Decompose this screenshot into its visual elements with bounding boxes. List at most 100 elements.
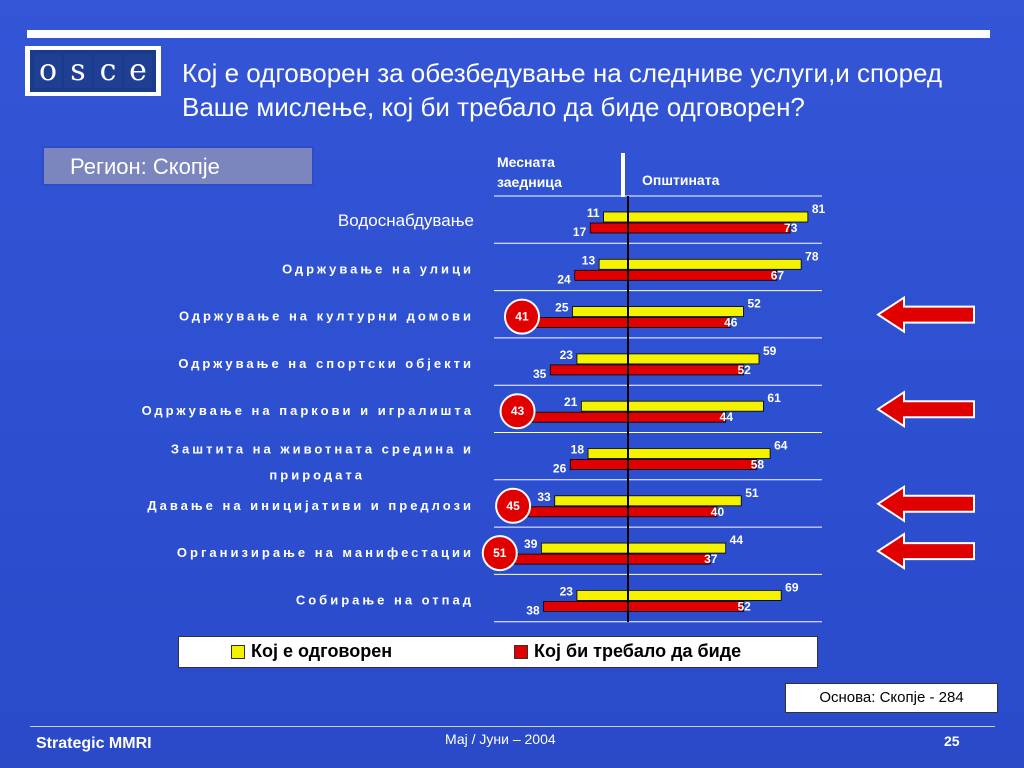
bar-local-responsible [598,258,629,270]
value-label-municipal-responsible: 64 [774,439,788,453]
value-label-municipal-responsible: 59 [763,344,777,358]
header-local-community: Месната заедница [497,154,562,190]
bar-local-responsible [587,448,629,459]
logo-letter: s [64,54,92,88]
bar-municipal-should-be [627,459,758,470]
value-label-municipal-responsible: 81 [812,202,826,216]
value-label-municipal-should-be: 52 [737,599,751,613]
bar-local-responsible [541,542,629,554]
value-label-local-responsible: 33 [537,490,551,504]
logo-letter: e [124,54,152,88]
bar-local-should-be [589,222,629,234]
bar-local-should-be [527,506,629,518]
bar-local-should-be [514,553,629,565]
value-label-municipal-responsible: 69 [785,580,799,594]
value-label-local-should-be: 17 [573,225,587,239]
value-label-municipal-responsible: 61 [767,391,781,405]
value-label-local-responsible: 13 [582,253,596,267]
category-label: Одржување на културни домови [179,309,474,324]
bar-municipal-should-be [627,411,727,423]
value-label-local-responsible: 11 [587,206,600,220]
logo-letter: c [94,54,122,88]
value-label-local-responsible: 23 [560,348,574,362]
value-label-local-responsible: 23 [560,584,574,598]
bar-local-responsible [580,400,629,412]
value-label-municipal-should-be: 67 [771,268,785,282]
highlight-value-label: 41 [515,310,529,324]
highlight-circle [481,535,518,572]
bar-municipal-should-be [627,506,718,518]
legend-item-should-be: Кој би требало да биде [514,641,741,662]
header-municipality: Општината [642,172,720,188]
category-label: Водоснабдување [338,211,474,230]
logo-letter: o [34,54,62,88]
slide-title: Кој е одговорен за обезбедување на следн… [182,58,943,122]
value-label-municipal-should-be: 40 [711,505,725,519]
bar-local-should-be [536,317,629,329]
highlight-value-label: 45 [506,499,520,513]
highlight-circle [499,393,536,430]
bar-local-should-be [569,459,629,470]
highlight-arrow [876,390,975,429]
highlight-circle [495,487,532,524]
region-label: Регион: Скопје [42,146,314,186]
bar-local-should-be [543,601,629,612]
category-label: Давање на иницијативи и предлози [147,498,474,513]
value-label-local-should-be: 26 [553,462,567,476]
value-label-local-responsible: 18 [571,443,585,457]
bar-local-responsible [554,495,629,507]
category-label: природата [269,468,365,483]
highlight-value-label: 51 [493,546,507,560]
bar-municipal-responsible [627,211,809,223]
category-label: Заштита на животната средина и [171,442,474,457]
basis-note: Основа: Скопје - 284 [785,683,998,713]
value-label-municipal-should-be: 58 [751,458,765,472]
highlight-circle [503,298,540,335]
value-label-municipal-responsible: 51 [745,486,759,500]
header-divider [621,153,625,197]
bar-local-responsible [576,590,629,601]
value-label-local-responsible: 21 [564,395,578,409]
highlight-arrow [876,295,975,334]
value-label-local-should-be: 24 [557,272,571,286]
value-label-local-responsible: 25 [555,301,569,315]
legend-label-should-be: Кој би требало да биде [534,641,742,661]
bar-local-should-be [549,364,629,376]
footer-brand: Strategic MMRI [36,735,152,752]
bar-local-responsible [576,353,629,365]
footer-divider [30,726,995,727]
value-label-municipal-should-be: 37 [704,552,718,566]
category-label: Организирање на манифестации [177,545,474,560]
legend-label-responsible: Кој е одговорен [251,641,393,661]
bar-municipal-responsible [627,448,771,459]
bar-municipal-should-be [627,364,744,376]
bar-municipal-should-be [627,553,711,565]
value-label-municipal-should-be: 52 [737,363,751,377]
value-label-local-should-be: 38 [526,603,540,617]
legend-item-responsible: Кој е одговорен [231,641,392,662]
bar-local-responsible [572,306,629,318]
legend-swatch-yellow [231,644,245,659]
value-label-municipal-responsible: 52 [747,297,761,311]
bar-municipal-should-be [627,222,791,234]
value-label-local-responsible: 39 [524,537,538,551]
highlight-arrow [876,484,975,523]
value-label-municipal-responsible: 44 [730,533,744,547]
page-number: 25 [944,733,960,749]
legend: Кој е одговорен Кој би требало да биде [178,636,818,668]
category-label: Одржување на паркови и игралишта [142,403,474,418]
highlight-arrow [876,532,975,570]
bar-municipal-should-be [627,269,778,281]
bar-municipal-responsible [627,495,742,507]
category-label: Одржување на спортски објекти [178,356,474,371]
bar-local-should-be [532,411,629,423]
value-label-municipal-should-be: 44 [720,410,734,424]
value-label-municipal-responsible: 78 [805,249,819,263]
value-label-local-should-be: 35 [533,367,547,381]
category-label: Собирање на отпад [296,592,474,607]
bar-local-responsible [603,211,629,223]
top-divider [27,30,990,38]
legend-swatch-red [514,644,528,659]
category-label: Одржување на улици [282,261,474,276]
